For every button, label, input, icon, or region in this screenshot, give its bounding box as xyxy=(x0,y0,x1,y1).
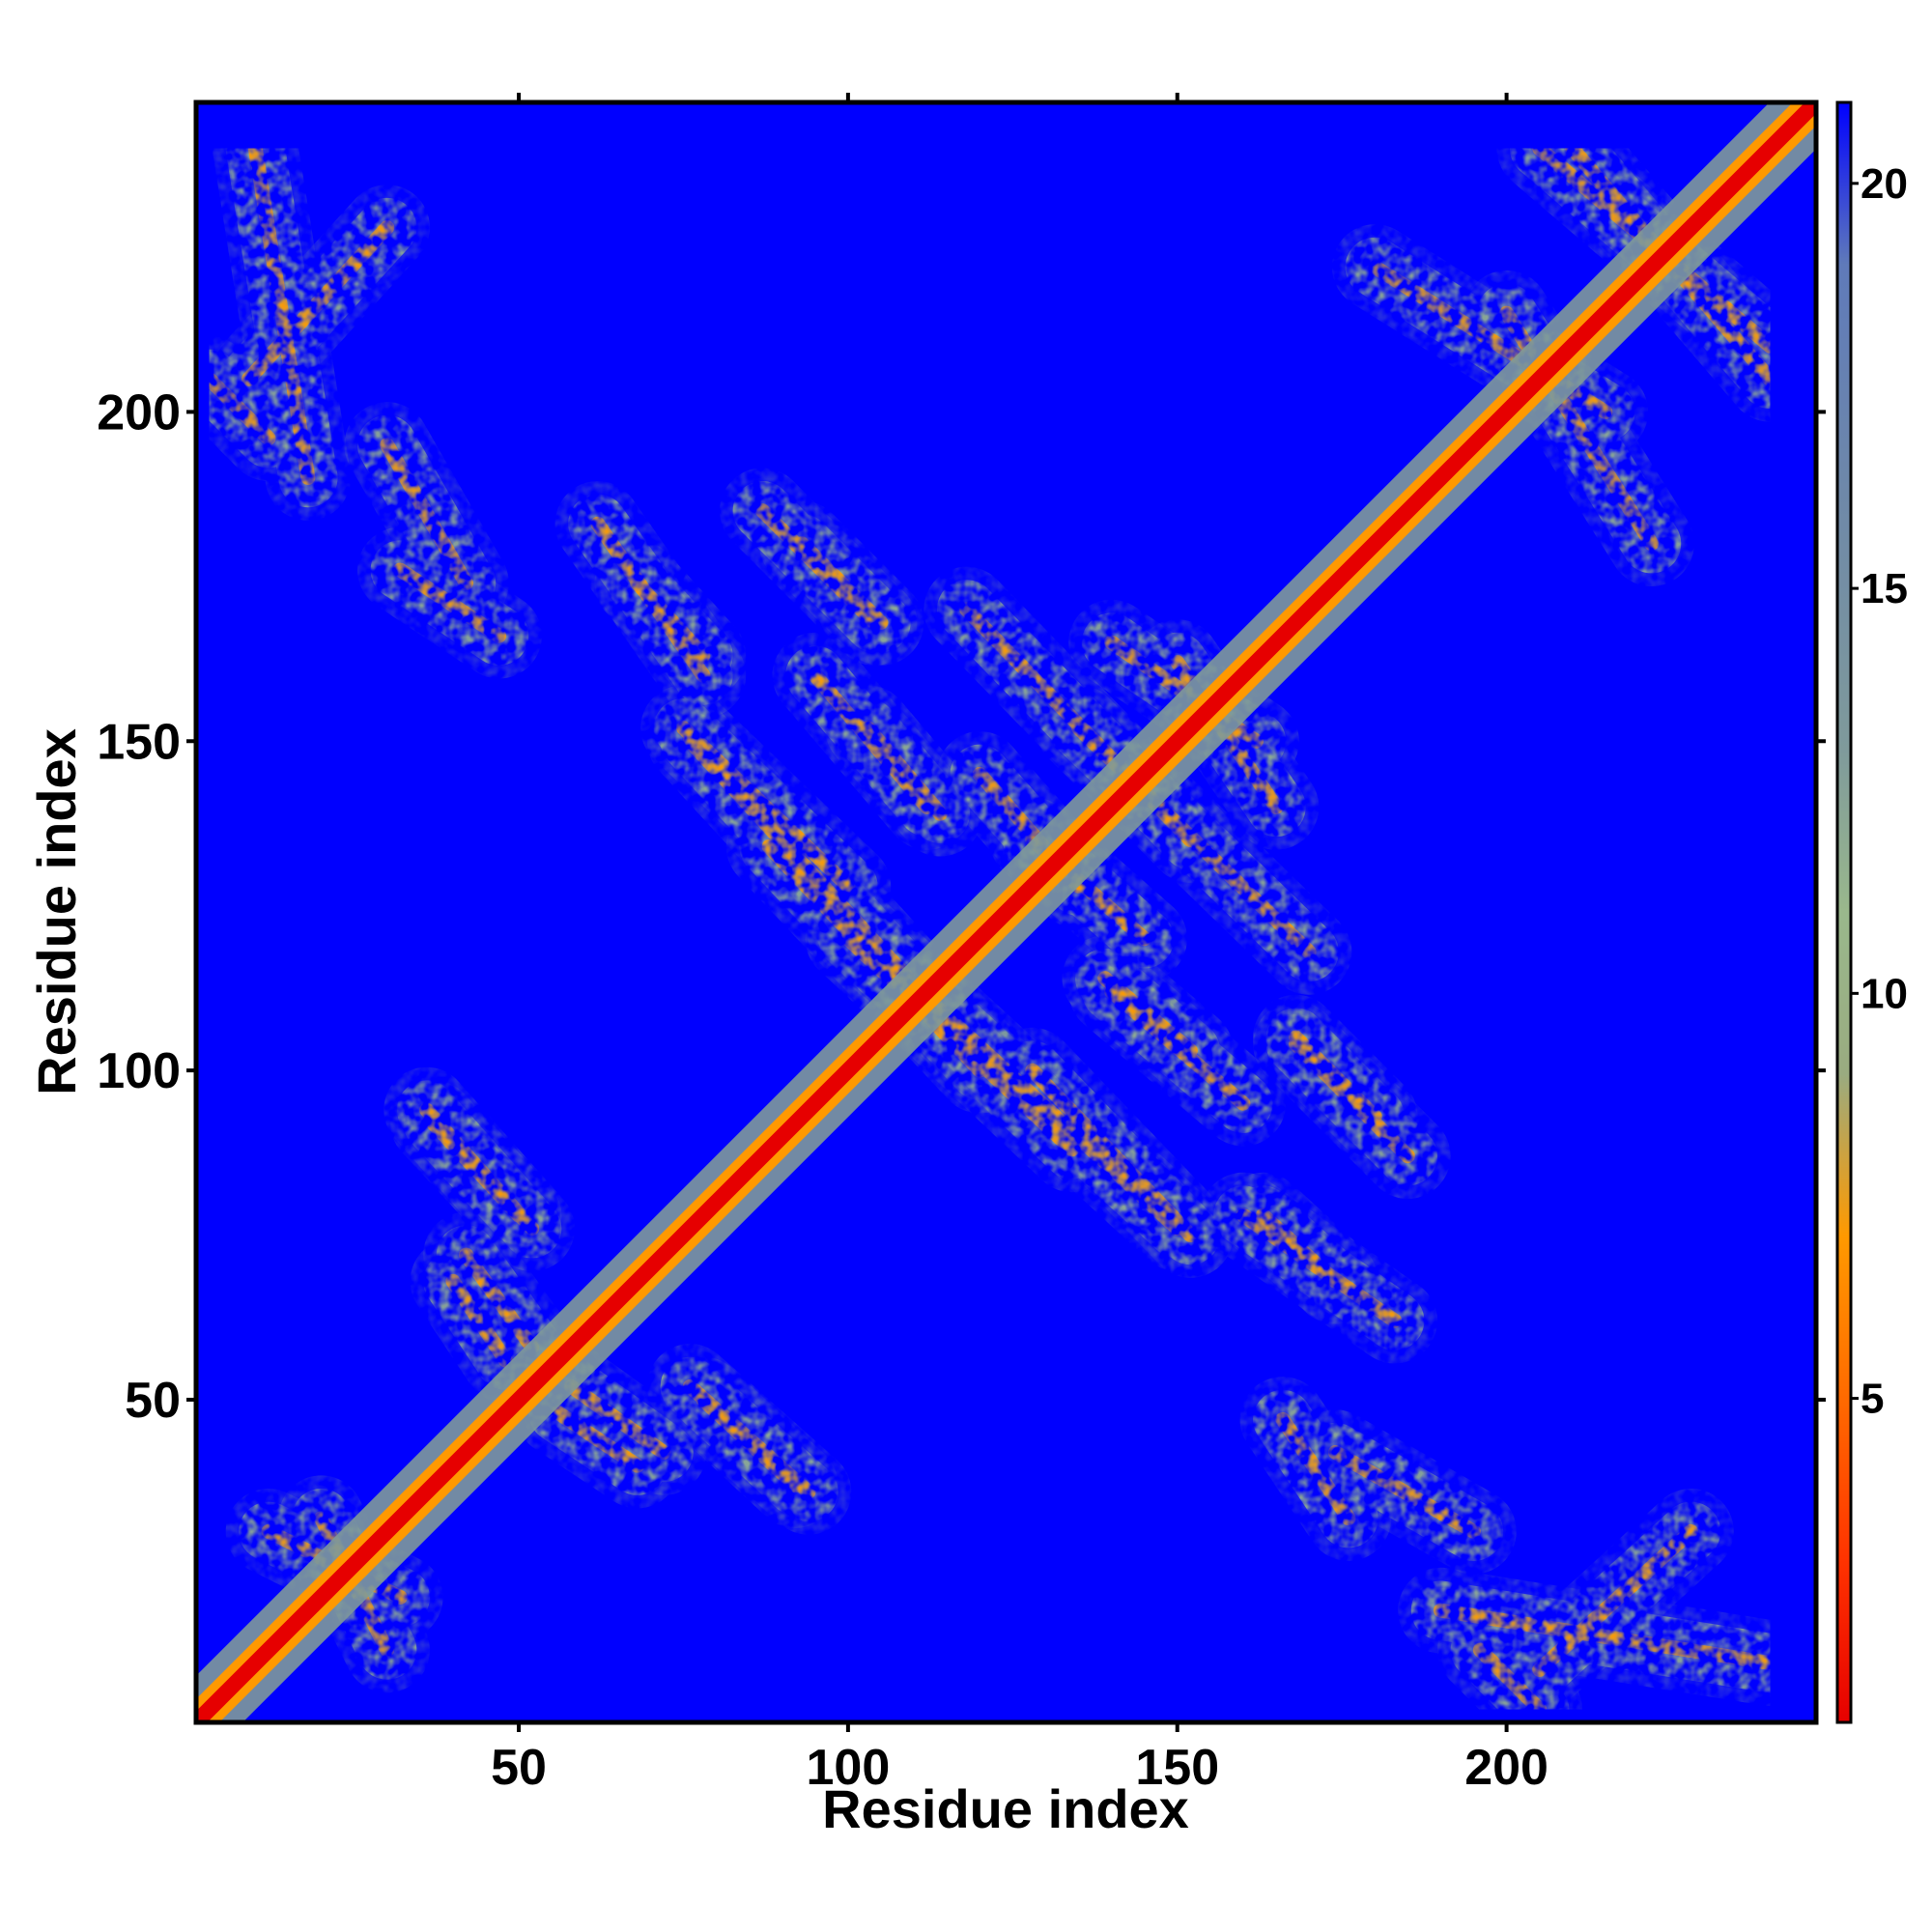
contact-band-2-core-mirror xyxy=(1532,1523,1698,1677)
heatmap-plot-area xyxy=(193,99,1819,1725)
contact-band-11-core xyxy=(1104,983,1251,1111)
colorbar-fill xyxy=(1837,102,1851,1722)
y-tick-label-100: 100 xyxy=(97,1043,181,1099)
contact-band-3-core xyxy=(392,562,507,643)
y-axis-title: Residue index xyxy=(26,728,87,1095)
x-axis-ticks: 50 100 150 200 xyxy=(491,93,1548,1796)
contact-band-1-core xyxy=(202,371,276,446)
colorbar-tick-label-20: 20 xyxy=(1861,160,1908,208)
y-tick-label-50: 50 xyxy=(125,1373,181,1429)
contact-band-15-core xyxy=(459,1247,540,1354)
colorbar-frame xyxy=(1835,100,1853,1724)
contact-band-1-core-mirror xyxy=(1472,1642,1548,1717)
plot-frame xyxy=(193,99,1819,1725)
contact-band-11-core-mirror xyxy=(808,668,935,814)
contact-band-2-core xyxy=(242,220,395,386)
contact-band-12-core-mirror xyxy=(754,503,882,631)
contact-band-17-core-mirror xyxy=(425,1116,526,1223)
colorbar-tick-label-10: 10 xyxy=(1861,970,1908,1017)
contact-band-17-core xyxy=(696,1392,803,1493)
contact-band-13-core xyxy=(1236,1208,1403,1328)
contact-band-16-core-mirror xyxy=(445,1273,513,1368)
contact-band-12-core xyxy=(1288,1037,1415,1164)
y-axis-ticks: 50 100 150 200 xyxy=(97,384,1826,1429)
contact-band-19-core-mirror xyxy=(247,141,316,486)
contact-band-18-core-mirror xyxy=(380,437,473,591)
x-tick-label-200: 200 xyxy=(1464,1740,1548,1796)
colorbar-ticks: 5 10 15 20 xyxy=(1851,160,1908,1423)
contact-band-3-core-mirror xyxy=(1275,1411,1356,1526)
colorbar-tick-label-15: 15 xyxy=(1861,565,1908,612)
contact-band-19-core xyxy=(1433,1603,1777,1671)
contact-band-15-core-mirror xyxy=(564,1378,671,1460)
diagonal-core xyxy=(196,102,1816,1722)
x-tick-label-150: 150 xyxy=(1135,1740,1219,1796)
colorbar-tick-label-5: 5 xyxy=(1861,1376,1884,1423)
y-tick-label-150: 150 xyxy=(97,714,181,770)
heatmap-cells xyxy=(196,102,1816,1722)
x-tick-label-100: 100 xyxy=(807,1740,891,1796)
x-tick-label-50: 50 xyxy=(491,1740,547,1796)
x-axis-title: Residue index xyxy=(822,1778,1189,1839)
contact-band-16-core xyxy=(551,1406,645,1473)
colorbar: 5 10 15 20 xyxy=(1835,100,1908,1724)
contact-band-18-core xyxy=(1327,1445,1482,1539)
y-tick-label-200: 200 xyxy=(97,384,181,440)
contact-band-13-core-mirror xyxy=(590,516,711,683)
